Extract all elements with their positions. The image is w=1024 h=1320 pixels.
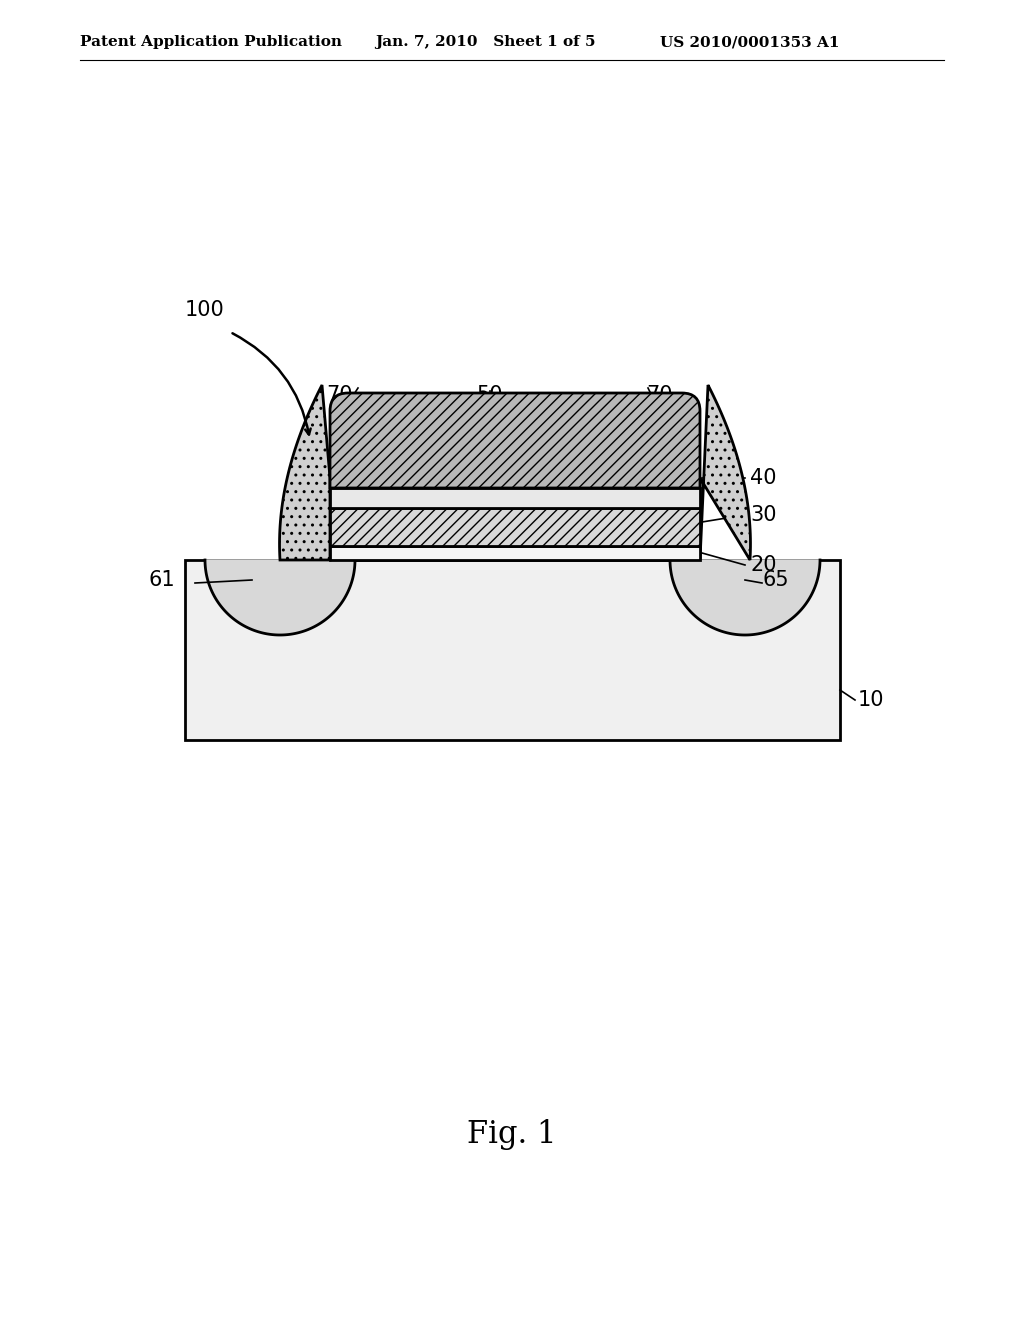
Bar [330, 546, 700, 560]
Text: 10: 10 [858, 690, 885, 710]
Polygon shape [670, 560, 820, 635]
Text: 70: 70 [647, 385, 673, 405]
Text: Patent Application Publication: Patent Application Publication [80, 36, 342, 49]
Text: 40: 40 [750, 469, 776, 488]
Text: 100: 100 [185, 300, 224, 319]
Text: 70: 70 [327, 385, 353, 405]
Bar [330, 488, 700, 508]
Bar [185, 560, 840, 741]
Text: 30: 30 [750, 506, 776, 525]
Polygon shape [205, 560, 355, 635]
Polygon shape [280, 385, 330, 560]
Text: US 2010/0001353 A1: US 2010/0001353 A1 [660, 36, 840, 49]
Bar [330, 508, 700, 546]
Polygon shape [700, 385, 751, 560]
Text: 65: 65 [763, 570, 790, 590]
Text: 61: 61 [148, 570, 175, 590]
Text: 20: 20 [750, 554, 776, 576]
Text: Jan. 7, 2010   Sheet 1 of 5: Jan. 7, 2010 Sheet 1 of 5 [375, 36, 596, 49]
Text: 50: 50 [477, 385, 503, 405]
Text: Fig. 1: Fig. 1 [467, 1119, 557, 1151]
PathPatch shape [330, 393, 700, 488]
